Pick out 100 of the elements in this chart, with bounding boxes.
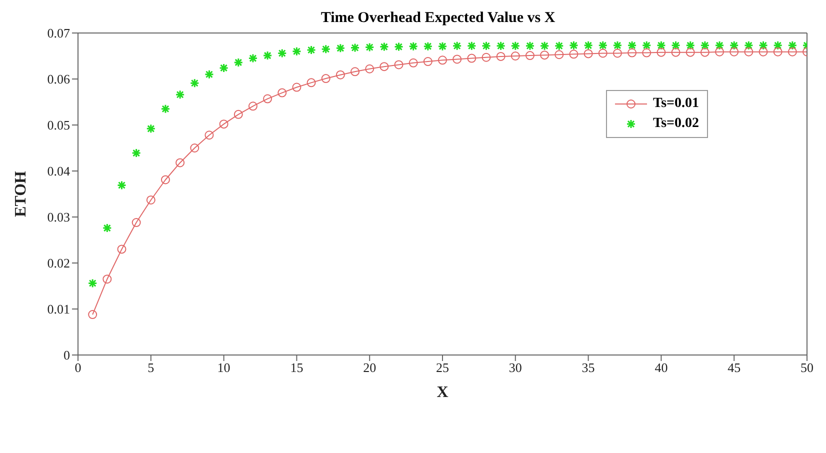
point — [671, 40, 681, 50]
point — [525, 51, 534, 60]
point — [656, 48, 666, 57]
point — [132, 148, 142, 158]
point — [146, 195, 156, 204]
point — [467, 54, 476, 63]
point — [686, 48, 695, 57]
point — [336, 70, 345, 80]
y-axis-title: ETOH — [12, 170, 30, 217]
x-tick-label: 25 — [436, 360, 449, 376]
point — [452, 41, 462, 51]
point — [88, 310, 98, 320]
point — [190, 78, 200, 88]
point — [496, 52, 506, 61]
point — [744, 40, 754, 50]
point — [482, 52, 491, 62]
point — [438, 42, 448, 52]
point — [540, 41, 550, 51]
point — [656, 40, 666, 50]
point — [642, 40, 652, 50]
y-tick-label: 0.04 — [47, 164, 70, 179]
y-tick-label: 0.05 — [47, 118, 70, 133]
x-tick-label: 10 — [217, 360, 230, 376]
point — [204, 130, 214, 140]
point — [569, 50, 578, 59]
y-tick-label: 0.07 — [47, 26, 70, 41]
point — [146, 124, 156, 134]
point — [160, 104, 170, 114]
point — [365, 64, 374, 74]
y-tick-label: 0.06 — [47, 72, 70, 87]
point — [336, 43, 346, 53]
point — [627, 40, 637, 50]
point — [584, 49, 593, 58]
point — [394, 60, 404, 70]
point — [88, 278, 98, 288]
point — [116, 180, 126, 190]
point — [612, 48, 622, 58]
point — [525, 41, 535, 51]
point — [788, 47, 797, 56]
point — [132, 218, 141, 228]
point — [773, 40, 783, 50]
point — [423, 42, 433, 52]
point — [715, 47, 724, 56]
point — [102, 274, 112, 284]
point — [642, 48, 652, 58]
y-tick-label: 0.03 — [47, 210, 70, 225]
point — [773, 47, 782, 56]
point — [364, 42, 374, 52]
x-tick-label: 50 — [800, 360, 814, 376]
point — [452, 54, 462, 64]
y-tick-label: 0.02 — [47, 256, 70, 271]
point — [584, 40, 594, 50]
point — [758, 47, 768, 56]
point — [321, 74, 330, 84]
point — [729, 40, 739, 50]
point — [379, 42, 389, 52]
x-tick-label: 45 — [728, 360, 741, 376]
point — [730, 47, 739, 56]
point — [481, 41, 491, 51]
x-tick-label: 30 — [508, 360, 522, 376]
point — [510, 41, 520, 51]
point — [554, 50, 564, 60]
point — [540, 50, 550, 60]
x-tick-label: 0 — [74, 360, 82, 376]
point — [380, 62, 389, 72]
point — [714, 40, 724, 50]
point — [628, 48, 637, 58]
chart-title: Time Overhead Expected Value vs X — [320, 10, 556, 27]
point — [598, 48, 608, 58]
point — [204, 70, 214, 80]
point — [176, 158, 185, 168]
point — [568, 40, 578, 50]
point — [408, 42, 418, 52]
point — [321, 44, 331, 54]
point — [278, 88, 287, 98]
point — [262, 50, 272, 60]
point — [292, 82, 302, 92]
point — [700, 48, 710, 57]
point — [175, 90, 185, 100]
point — [423, 57, 432, 66]
x-tick-label: 5 — [148, 360, 154, 376]
point — [160, 175, 170, 184]
point — [219, 120, 228, 129]
point — [102, 223, 112, 233]
point — [466, 41, 476, 51]
point — [248, 54, 258, 64]
point — [612, 40, 622, 50]
point — [510, 52, 520, 60]
point — [788, 40, 798, 50]
point — [758, 40, 768, 50]
point — [263, 94, 272, 104]
point — [234, 110, 243, 119]
point — [438, 56, 447, 65]
legend-label: Ts=0.02 — [653, 116, 699, 132]
x-tick-label: 35 — [582, 360, 595, 376]
y-tick-label: 0.01 — [47, 302, 70, 317]
point — [671, 48, 680, 57]
point — [700, 40, 710, 50]
point — [394, 42, 404, 52]
point — [190, 144, 200, 152]
